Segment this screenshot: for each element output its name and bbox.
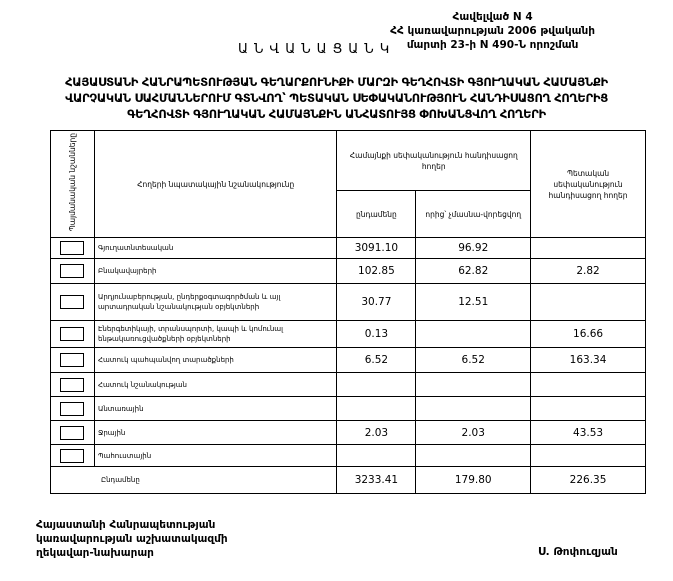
- purpose-cell: Արդյունաբերության, ընդերքօգտագործման և ա…: [93, 283, 338, 321]
- table-row: Հատուկ պահպանվող տարածքների 6.52 6.52 163.3…: [50, 347, 646, 373]
- purpose-cell: Անտառային: [93, 396, 338, 421]
- total-cell: 2.03: [336, 420, 417, 445]
- total-cell: 102.85: [336, 258, 417, 284]
- land-table: Պայմանական նշանները Հողերի նպատակային նշ…: [49, 130, 646, 494]
- non-privatized-cell: 6.52: [415, 347, 532, 373]
- non-privatized-cell: 62.82: [415, 258, 532, 284]
- legend-swatch: [60, 425, 85, 440]
- legend-swatch: [60, 448, 85, 463]
- annex-line: ՀՀ կառավարության 2006 թվականի: [390, 25, 595, 37]
- state-cell: [530, 372, 646, 397]
- heading-line: ՀԱՅԱՍՏԱՆԻ ՀԱՆՐԱՊԵՏՈՒԹՅԱՆ ԳԵՂԱՐՔՈՒՆԻՔԻ ՄԱ…: [65, 75, 608, 89]
- totals-label: Ընդամենը: [49, 466, 338, 494]
- total-cell: 6.52: [336, 347, 417, 373]
- signature-name: Ս. Թոփուզյան: [538, 546, 618, 558]
- total-cell: 3091.10: [336, 237, 417, 259]
- state-cell: 43.53: [530, 420, 646, 445]
- legend-swatch: [60, 377, 85, 392]
- legend-swatch: [60, 264, 85, 278]
- signatory-title: Հայաստանի Հանրապետության կառավարության ա…: [36, 518, 228, 560]
- state-cell: [530, 283, 646, 321]
- legend-swatch: [60, 295, 85, 309]
- legend-swatch: [60, 241, 85, 255]
- purpose-cell: Գյուղատնտեսական: [93, 237, 338, 259]
- table-row: Անտառային: [50, 396, 646, 421]
- header-purpose: Հողերի նպատակային նշանակությունը: [93, 130, 338, 238]
- document-title: ԱՆՎԱՆԱՑԱՆԿ: [238, 42, 396, 57]
- non-privatized-cell: 12.51: [415, 283, 532, 321]
- header-community: Համայնքի սեփականություն հանդիսացող հողեր: [336, 130, 532, 191]
- table-row: Հատուկ նշանակության: [50, 372, 646, 397]
- header-non-privatized: որից՝ չմասնա-վորեցվող: [415, 190, 532, 238]
- symbol-cell: [50, 372, 95, 397]
- symbol-cell: [50, 237, 95, 259]
- header-symbols: Պայմանական նշանները: [50, 130, 95, 238]
- heading-line: ԳԵՂՀՈՎՏԻ ԳՅՈՒՂԱԿԱՆ ՀԱՄԱՅՆՔԻՆ ԱՆՀԱՏՈՒՅՑ Փ…: [127, 107, 546, 121]
- non-privatized-cell: 2.03: [415, 420, 532, 445]
- total-cell: [336, 396, 417, 421]
- legend-swatch: [60, 327, 85, 341]
- symbol-cell: [50, 347, 95, 373]
- non-privatized-cell: [415, 396, 532, 421]
- state-cell: 2.82: [530, 258, 646, 284]
- symbol-cell: [50, 283, 95, 321]
- purpose-cell: Պահուստային: [93, 444, 338, 467]
- total-cell: 30.77: [336, 283, 417, 321]
- legend-swatch: [60, 353, 85, 367]
- annex-note: Հավելված N 4 ՀՀ կառավարության 2006 թվակա…: [390, 10, 595, 52]
- state-cell: 226.35: [530, 466, 646, 494]
- total-cell: [336, 372, 417, 397]
- header-state: Պետական սեփականություն հանդիսացող հողեր: [530, 130, 646, 238]
- symbol-cell: [50, 396, 95, 421]
- footer-line: կառավարության աշխատակազմի: [36, 533, 228, 545]
- purpose-cell: Ջրային: [93, 420, 338, 445]
- non-privatized-cell: 96.92: [415, 237, 532, 259]
- non-privatized-cell: [415, 444, 532, 467]
- state-cell: [530, 444, 646, 467]
- symbol-cell: [50, 320, 95, 348]
- non-privatized-cell: 179.80: [415, 466, 532, 494]
- non-privatized-cell: [415, 372, 532, 397]
- table-row: Գյուղատնտեսական 3091.10 96.92: [50, 237, 646, 259]
- table-row: Արդյունաբերության, ընդերքօգտագործման և ա…: [50, 283, 646, 321]
- state-cell: [530, 396, 646, 421]
- state-cell: [530, 237, 646, 259]
- table-row: Ջրային 2.03 2.03 43.53: [50, 420, 646, 445]
- annex-line: Հավելված N 4: [452, 11, 533, 23]
- total-cell: 3233.41: [336, 466, 417, 494]
- symbol-cell: [50, 420, 95, 445]
- footer-line: ղեկավար-նախարար: [36, 547, 154, 559]
- purpose-cell: Հատուկ նշանակության: [93, 372, 338, 397]
- state-cell: 163.34: [530, 347, 646, 373]
- table-row: Էներգետիկայի, տրանսպորտի, կապի և կոմունա…: [50, 320, 646, 348]
- total-cell: [336, 444, 417, 467]
- table-row: Բնակավայրերի 102.85 62.82 2.82: [50, 258, 646, 284]
- legend-swatch: [60, 401, 85, 416]
- table-row: Պահուստային: [50, 444, 646, 467]
- total-cell: 0.13: [336, 320, 417, 348]
- symbol-cell: [50, 444, 95, 467]
- header-total: ընդամենը: [336, 190, 417, 238]
- annex-line: մարտի 23-ի N 490-Ն որոշման: [406, 39, 579, 51]
- state-cell: 16.66: [530, 320, 646, 348]
- purpose-cell: Բնակավայրերի: [93, 258, 338, 284]
- totals-row: Ընդամենը 3233.41 179.80 226.35: [49, 466, 646, 494]
- purpose-cell: Հատուկ պահպանվող տարածքների: [93, 347, 338, 373]
- purpose-cell: Էներգետիկայի, տրանսպորտի, կապի և կոմունա…: [93, 320, 338, 348]
- heading-line: ՎԱՐՉԱԿԱՆ ՍԱՀՄԱՆՆԵՐՈՒՄ ԳՏՆՎՈՂ՝ ՊԵՏԱԿԱՆ ՍԵ…: [65, 91, 608, 105]
- document-heading: ՀԱՅԱՍՏԱՆԻ ՀԱՆՐԱՊԵՏՈՒԹՅԱՆ ԳԵՂԱՐՔՈՒՆԻՔԻ ՄԱ…: [0, 74, 673, 122]
- footer-line: Հայաստանի Հանրապետության: [36, 519, 216, 531]
- non-privatized-cell: [415, 320, 532, 348]
- symbol-cell: [50, 258, 95, 284]
